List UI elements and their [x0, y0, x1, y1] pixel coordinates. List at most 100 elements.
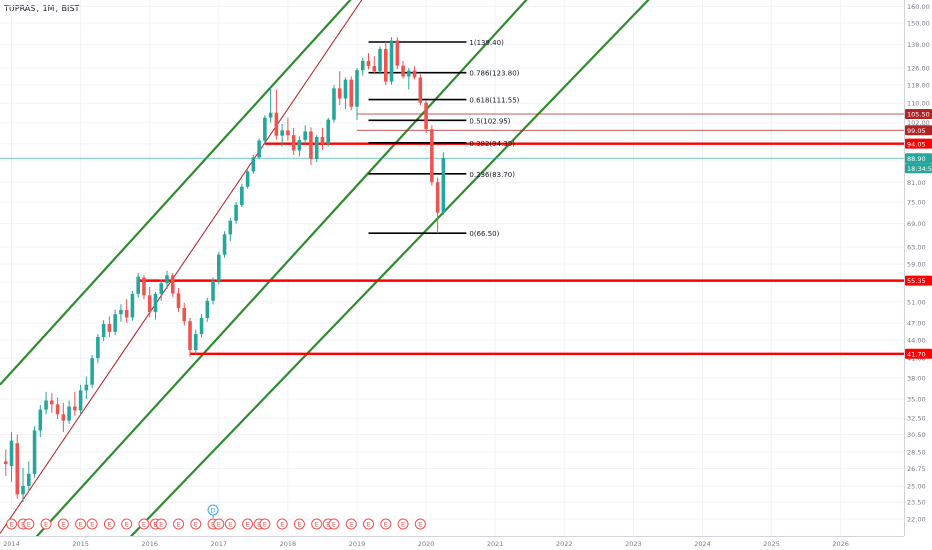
candle-body: [234, 204, 238, 221]
candle-body: [240, 186, 244, 205]
earnings-marker: [103, 518, 115, 530]
event-marker-letter: E: [315, 521, 319, 529]
candle-body: [430, 129, 434, 183]
event-marker-letter: E: [280, 521, 284, 529]
event-marker-letter: E: [401, 521, 405, 529]
candle-body: [124, 310, 129, 318]
candle-body: [142, 277, 146, 296]
fib-level-label: 0.382(94.35): [469, 140, 515, 148]
candle-body: [435, 182, 440, 213]
earnings-marker: [40, 518, 52, 530]
event-marker-letter: E: [297, 521, 301, 529]
candle-body: [280, 130, 284, 136]
earnings-marker: [155, 518, 167, 530]
candle-body: [84, 384, 89, 391]
y-tick-label: 150.00: [907, 20, 930, 28]
earnings-marker: [363, 518, 375, 530]
candle-body: [360, 60, 365, 71]
candle-body: [136, 276, 140, 294]
candle-body: [78, 390, 83, 411]
price-label-box: [905, 125, 932, 136]
candle-body: [130, 293, 135, 318]
candle-body: [257, 140, 261, 158]
candle-body: [61, 414, 66, 421]
x-tick-label: 2023: [625, 540, 642, 548]
y-tick-label: 30.50: [907, 431, 926, 439]
y-tick-label: 63.00: [907, 244, 926, 252]
candle-body: [228, 220, 233, 235]
price-label: 99.05: [907, 127, 926, 135]
earnings-marker: [259, 518, 271, 530]
event-marker-letter: E: [9, 521, 13, 529]
event-marker-letter: E: [211, 521, 215, 529]
candle-body: [245, 171, 250, 187]
candle-body: [217, 254, 221, 281]
candle-body: [401, 65, 405, 77]
event-marker-letter: E: [176, 521, 180, 529]
event-marker-letter: E: [107, 521, 111, 529]
candle-body: [176, 293, 181, 308]
price-label-box: [905, 153, 932, 164]
candle-body: [263, 117, 267, 141]
x-tick-label: 2022: [556, 540, 573, 548]
candle-body: [349, 79, 354, 107]
y-tick-label: 102.00: [907, 119, 930, 127]
candle-body: [188, 321, 192, 351]
earnings-marker: [86, 518, 98, 530]
y-tick-label: 25.00: [907, 482, 926, 490]
y-tick-label: 118.00: [907, 82, 930, 90]
y-tick-label: 59.00: [907, 261, 926, 269]
event-marker-letter: E: [79, 521, 83, 529]
earnings-marker: [345, 518, 357, 530]
candle-body: [286, 130, 290, 136]
y-tick-label: 23.50: [907, 498, 926, 506]
event-marker-letter: E: [27, 521, 31, 529]
fib-level-label: 0(66.50): [469, 230, 499, 238]
event-marker-letter: E: [366, 521, 370, 529]
y-tick-label: 51.00: [907, 298, 926, 306]
event-marker-letter: E: [228, 521, 232, 529]
candle-body: [222, 234, 227, 255]
x-tick-label: 2015: [72, 540, 89, 548]
candle-body: [418, 77, 423, 103]
y-tick-label: 32.50: [907, 415, 926, 423]
candle-body: [412, 70, 417, 78]
y-tick-label: 28.50: [907, 449, 926, 457]
y-tick-label: 126.00: [907, 65, 930, 73]
event-marker-letter: D: [211, 507, 216, 515]
event-marker-letter: E: [61, 521, 65, 529]
price-label: 94.05: [907, 140, 926, 148]
candle-body: [389, 40, 394, 82]
event-marker-letter: E: [142, 521, 146, 529]
earnings-marker: [380, 518, 392, 530]
candle-body: [326, 119, 330, 144]
price-label-box: [905, 138, 932, 149]
candle-body: [211, 280, 215, 301]
earnings-marker: [57, 518, 69, 530]
candle-body: [96, 337, 100, 359]
exchange-label: BIST: [61, 4, 80, 13]
candle-body: [32, 430, 37, 474]
x-tick-label: 2025: [763, 540, 780, 548]
candle-body: [337, 88, 342, 99]
earnings-marker: [172, 518, 184, 530]
interval-label: 1M: [42, 4, 55, 13]
event-marker-letter: E: [263, 521, 267, 529]
price-label-box: [905, 108, 932, 119]
price-label: 88.90: [907, 155, 926, 163]
event-marker-letter: E: [257, 521, 261, 529]
price-label-box: [905, 348, 932, 359]
y-tick-label: 44.00: [907, 336, 926, 344]
y-tick-label: 138.00: [907, 41, 930, 49]
price-label: 55.35: [907, 277, 926, 285]
candle-body: [309, 131, 313, 160]
candle-body: [159, 283, 164, 294]
candle-body: [314, 137, 319, 160]
y-tick-label: 47.00: [907, 319, 926, 327]
candle-body: [73, 406, 77, 411]
candle-body: [44, 400, 48, 410]
y-tick-label: 81.00: [907, 179, 926, 187]
candle-body: [297, 139, 302, 151]
